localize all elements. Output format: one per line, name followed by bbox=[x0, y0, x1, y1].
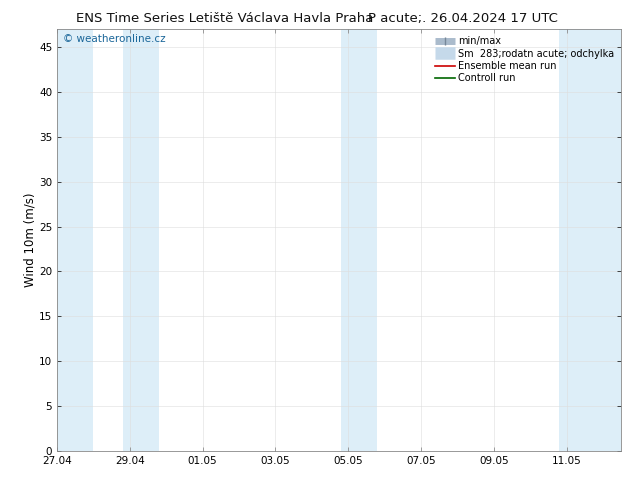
Bar bbox=[122, 29, 159, 451]
Text: © weatheronline.cz: © weatheronline.cz bbox=[63, 34, 165, 44]
Y-axis label: Wind 10m (m/s): Wind 10m (m/s) bbox=[23, 193, 36, 287]
Bar bbox=[559, 29, 621, 451]
Text: P acute;. 26.04.2024 17 UTC: P acute;. 26.04.2024 17 UTC bbox=[368, 12, 558, 25]
Legend: min/max, Sm  283;rodatn acute; odchylka, Ensemble mean run, Controll run: min/max, Sm 283;rodatn acute; odchylka, … bbox=[433, 34, 616, 85]
Bar bbox=[341, 29, 377, 451]
Bar bbox=[57, 29, 93, 451]
Text: ENS Time Series Letiště Václava Havla Praha: ENS Time Series Letiště Václava Havla Pr… bbox=[76, 12, 373, 25]
